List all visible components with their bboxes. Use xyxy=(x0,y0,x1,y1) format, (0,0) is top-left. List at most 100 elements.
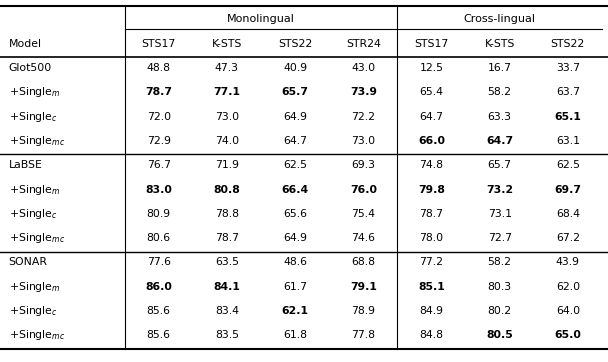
Text: 48.6: 48.6 xyxy=(283,257,307,268)
Text: 66.4: 66.4 xyxy=(282,185,309,194)
Text: 79.1: 79.1 xyxy=(350,282,377,292)
Text: 77.1: 77.1 xyxy=(213,87,240,97)
Text: 84.8: 84.8 xyxy=(420,331,443,340)
Text: 65.6: 65.6 xyxy=(283,209,307,219)
Text: K-STS: K-STS xyxy=(485,39,515,49)
Text: 12.5: 12.5 xyxy=(420,63,443,73)
Text: 62.5: 62.5 xyxy=(556,160,580,170)
Text: +Single$_m$: +Single$_m$ xyxy=(9,280,60,294)
Text: 62.0: 62.0 xyxy=(556,282,580,292)
Text: 64.9: 64.9 xyxy=(283,111,307,122)
Text: 78.0: 78.0 xyxy=(420,233,443,243)
Text: 16.7: 16.7 xyxy=(488,63,512,73)
Text: 78.7: 78.7 xyxy=(215,233,239,243)
Text: 47.3: 47.3 xyxy=(215,63,239,73)
Text: 76.0: 76.0 xyxy=(350,185,377,194)
Text: 72.9: 72.9 xyxy=(147,136,171,146)
Text: Model: Model xyxy=(9,39,41,49)
Text: 78.8: 78.8 xyxy=(215,209,239,219)
Text: 68.4: 68.4 xyxy=(556,209,580,219)
Text: 73.9: 73.9 xyxy=(350,87,377,97)
Text: +Single$_c$: +Single$_c$ xyxy=(9,207,57,221)
Text: K-STS: K-STS xyxy=(212,39,242,49)
Text: 72.7: 72.7 xyxy=(488,233,512,243)
Text: 64.7: 64.7 xyxy=(420,111,443,122)
Text: 63.7: 63.7 xyxy=(556,87,580,97)
Text: 74.0: 74.0 xyxy=(215,136,239,146)
Text: 61.8: 61.8 xyxy=(283,331,307,340)
Text: +Single$_{mc}$: +Single$_{mc}$ xyxy=(9,231,64,245)
Text: 78.7: 78.7 xyxy=(145,87,172,97)
Text: 40.9: 40.9 xyxy=(283,63,307,73)
Text: Monolingual: Monolingual xyxy=(227,14,295,24)
Text: 85.6: 85.6 xyxy=(147,306,171,316)
Text: 73.0: 73.0 xyxy=(215,111,239,122)
Text: +Single$_m$: +Single$_m$ xyxy=(9,182,60,197)
Text: 84.9: 84.9 xyxy=(420,306,443,316)
Text: 85.1: 85.1 xyxy=(418,282,445,292)
Text: STS22: STS22 xyxy=(551,39,585,49)
Text: 43.0: 43.0 xyxy=(351,63,375,73)
Text: 83.0: 83.0 xyxy=(145,185,172,194)
Text: +Single$_m$: +Single$_m$ xyxy=(9,85,60,99)
Text: 65.7: 65.7 xyxy=(282,87,309,97)
Text: 62.1: 62.1 xyxy=(282,306,309,316)
Text: 69.3: 69.3 xyxy=(351,160,375,170)
Text: 77.8: 77.8 xyxy=(351,331,375,340)
Text: 80.8: 80.8 xyxy=(213,185,240,194)
Text: 65.1: 65.1 xyxy=(554,111,581,122)
Text: 80.9: 80.9 xyxy=(147,209,171,219)
Text: 68.8: 68.8 xyxy=(351,257,375,268)
Text: STR24: STR24 xyxy=(346,39,381,49)
Text: 80.5: 80.5 xyxy=(486,331,513,340)
Text: 73.1: 73.1 xyxy=(488,209,512,219)
Text: 63.1: 63.1 xyxy=(556,136,580,146)
Text: 58.2: 58.2 xyxy=(488,87,512,97)
Text: STS17: STS17 xyxy=(142,39,176,49)
Text: SONAR: SONAR xyxy=(9,257,47,268)
Text: 65.7: 65.7 xyxy=(488,160,512,170)
Text: 86.0: 86.0 xyxy=(145,282,172,292)
Text: 61.7: 61.7 xyxy=(283,282,307,292)
Text: 65.4: 65.4 xyxy=(420,87,443,97)
Text: 62.5: 62.5 xyxy=(283,160,307,170)
Text: 64.7: 64.7 xyxy=(486,136,513,146)
Text: 66.0: 66.0 xyxy=(418,136,445,146)
Text: 75.4: 75.4 xyxy=(351,209,375,219)
Text: 80.3: 80.3 xyxy=(488,282,512,292)
Text: 33.7: 33.7 xyxy=(556,63,580,73)
Text: 43.9: 43.9 xyxy=(556,257,580,268)
Text: 69.7: 69.7 xyxy=(554,185,581,194)
Text: 83.5: 83.5 xyxy=(215,331,239,340)
Text: 64.7: 64.7 xyxy=(283,136,307,146)
Text: 63.3: 63.3 xyxy=(488,111,512,122)
Text: 48.8: 48.8 xyxy=(147,63,171,73)
Text: 72.0: 72.0 xyxy=(147,111,171,122)
Text: STS22: STS22 xyxy=(278,39,313,49)
Text: 83.4: 83.4 xyxy=(215,306,239,316)
Text: 78.7: 78.7 xyxy=(420,209,443,219)
Text: 77.6: 77.6 xyxy=(147,257,171,268)
Text: 71.9: 71.9 xyxy=(215,160,239,170)
Text: Cross-lingual: Cross-lingual xyxy=(464,14,536,24)
Text: 79.8: 79.8 xyxy=(418,185,445,194)
Text: 78.9: 78.9 xyxy=(351,306,375,316)
Text: 63.5: 63.5 xyxy=(215,257,239,268)
Text: 73.0: 73.0 xyxy=(351,136,375,146)
Text: 85.6: 85.6 xyxy=(147,331,171,340)
Text: 84.1: 84.1 xyxy=(213,282,240,292)
Text: +Single$_c$: +Single$_c$ xyxy=(9,110,57,123)
Text: 74.8: 74.8 xyxy=(420,160,443,170)
Text: +Single$_{mc}$: +Single$_{mc}$ xyxy=(9,134,64,148)
Text: LaBSE: LaBSE xyxy=(9,160,43,170)
Text: Glot500: Glot500 xyxy=(9,63,52,73)
Text: 72.2: 72.2 xyxy=(351,111,375,122)
Text: 80.6: 80.6 xyxy=(147,233,171,243)
Text: 67.2: 67.2 xyxy=(556,233,580,243)
Text: +Single$_c$: +Single$_c$ xyxy=(9,304,57,318)
Text: 73.2: 73.2 xyxy=(486,185,513,194)
Text: 65.0: 65.0 xyxy=(554,331,581,340)
Text: STS17: STS17 xyxy=(414,39,449,49)
Text: +Single$_{mc}$: +Single$_{mc}$ xyxy=(9,328,64,342)
Text: 64.0: 64.0 xyxy=(556,306,580,316)
